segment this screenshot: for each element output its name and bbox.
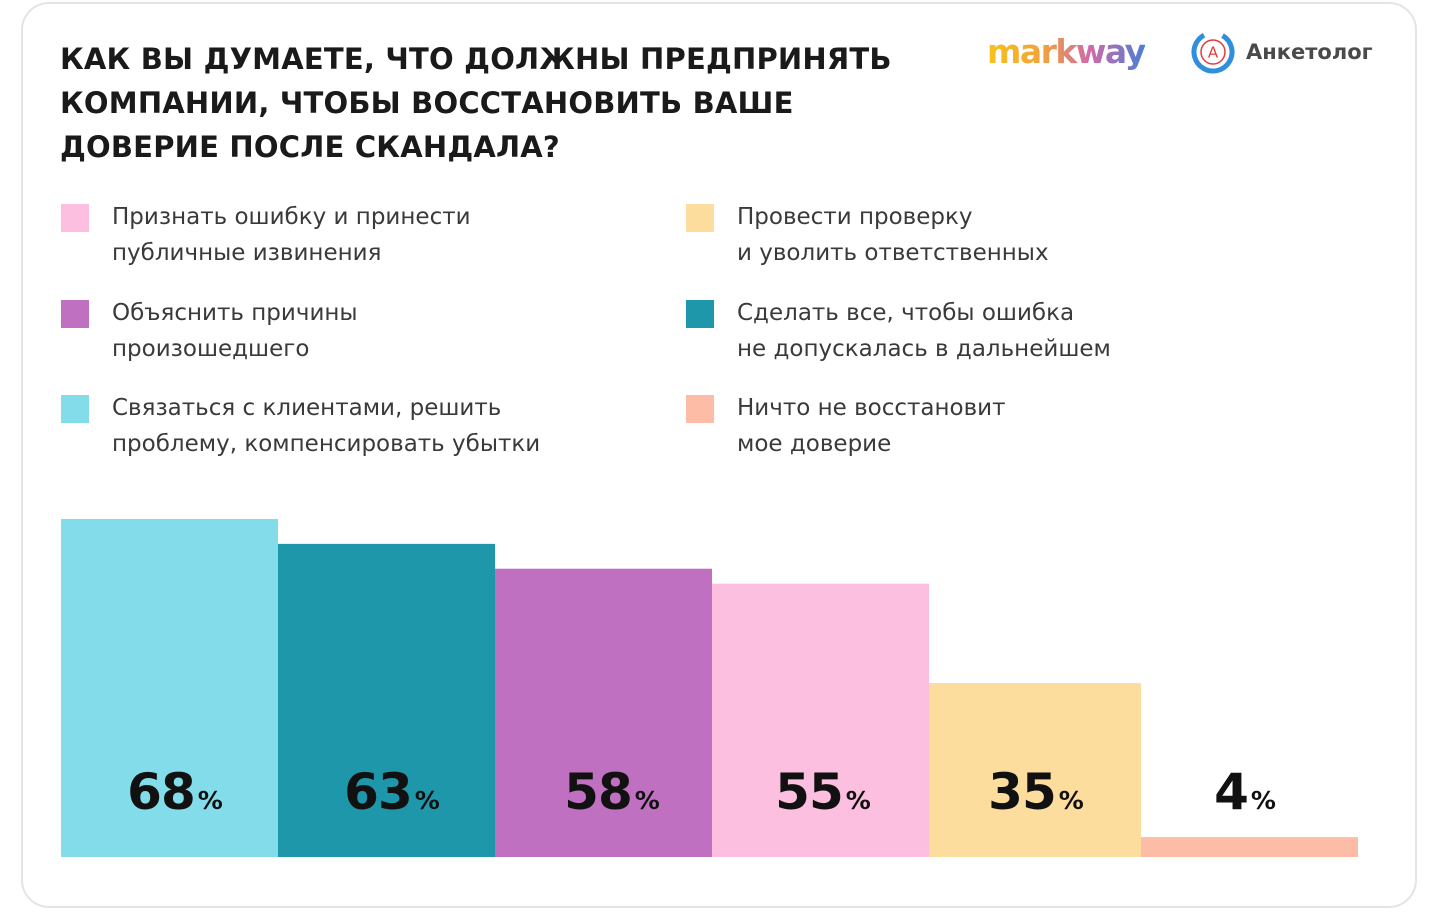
legend-swatch-cyan [61,395,89,423]
legend-label-line-2: и уволить ответственных [737,240,1049,266]
legend-label-line-2: не допускалась в дальнейшем [737,336,1111,362]
legend-item-nothing: Ничто не восстановит мое доверие [686,393,1006,462]
legend-label-line-1: Провести проверку [737,204,973,230]
legend-label: Признать ошибку и принести публичные изв… [112,199,471,271]
legend-swatch-purple [61,300,89,328]
title-line-1: КАК ВЫ ДУМАЕТЕ, ЧТО ДОЛЖНЫ ПРЕДПРИНЯТЬ [60,42,892,76]
bar-6 [1141,837,1358,857]
markway-logo: markway [987,32,1146,71]
legend-swatch-pink [61,204,89,232]
title-line-2: КОМПАНИИ, ЧТОБЫ ВОССТАНОВИТЬ ВАШЕ [60,86,794,120]
legend-label: Объяснить причины произошедшего [112,295,358,367]
legend-item-prevent: Сделать все, чтобы ошибка не допускалась… [686,298,1111,367]
legend-swatch-yellow [686,204,714,232]
legend-label-line-2: проблему, компенсировать убытки [112,431,541,457]
bar-2 [278,543,495,857]
legend-label-line-1: Объяснить причины [112,300,358,326]
legend-label-line-2: публичные извинения [112,240,382,266]
legend-label-line-2: мое доверие [737,431,892,457]
anketolog-logo-text: Анкетолог [1246,40,1373,64]
legend-item-explain: Объяснить причины произошедшего [61,298,358,367]
anketolog-logo-icon: A [1191,30,1235,74]
bar-1 [61,519,278,857]
legend-label-line-1: Сделать все, чтобы ошибка [737,300,1075,326]
anketolog-logo: A Анкетолог [1190,30,1373,74]
legend-label-line-1: Связаться с клиентами, решить [112,395,502,421]
legend-swatch-salmon [686,395,714,423]
legend-label: Провести проверку и уволить ответственны… [737,199,1049,271]
legend-label: Связаться с клиентами, решить проблему, … [112,390,540,462]
legend-label: Сделать все, чтобы ошибка не допускалась… [737,295,1111,367]
legend-label-line-2: произошедшего [112,336,310,362]
anketolog-logo-letter: A [1208,44,1219,62]
bar-3 [495,568,712,857]
legend-label-line-1: Признать ошибку и принести [112,204,471,230]
legend-item-apologize: Признать ошибку и принести публичные изв… [61,202,471,271]
legend-item-compensate: Связаться с клиентами, решить проблему, … [61,393,540,462]
bar-5 [929,683,1141,857]
legend-swatch-teal [686,300,714,328]
legend-label-line-1: Ничто не восстановит [737,395,1006,421]
chart-title: КАК ВЫ ДУМАЕТЕ, ЧТО ДОЛЖНЫ ПРЕДПРИНЯТЬ К… [60,37,940,169]
legend-item-investigate: Провести проверку и уволить ответственны… [686,202,1049,271]
legend-label: Ничто не восстановит мое доверие [737,390,1006,462]
bar-4 [712,583,929,857]
title-line-3: ДОВЕРИЕ ПОСЛЕ СКАНДАЛА? [60,130,560,164]
